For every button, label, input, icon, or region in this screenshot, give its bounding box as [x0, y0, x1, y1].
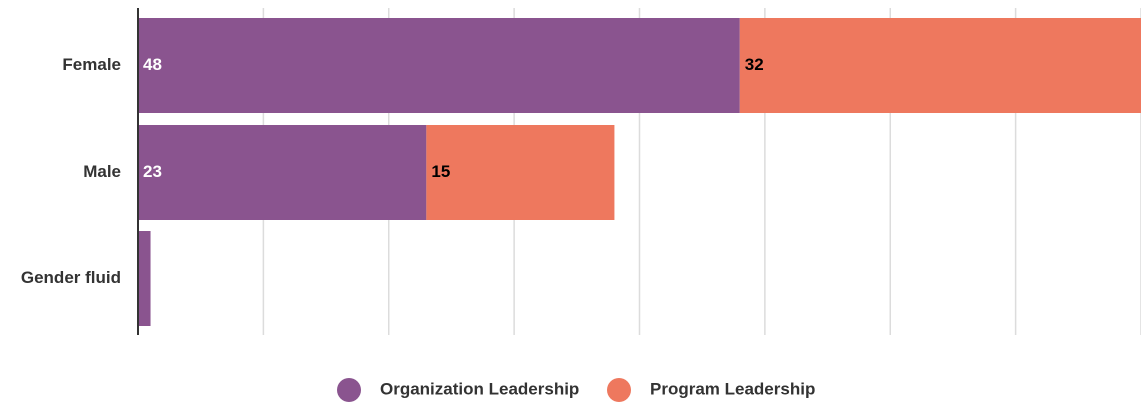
legend-label: Program Leadership — [650, 379, 815, 398]
bar-segment — [138, 125, 427, 220]
data-label: 15 — [431, 162, 450, 181]
bar-segment — [739, 18, 1141, 113]
bar-segment — [138, 18, 740, 113]
y-tick-label: Female — [62, 55, 121, 74]
legend-swatch — [607, 378, 631, 402]
legend-label: Organization Leadership — [380, 379, 579, 398]
bar-segment — [138, 231, 151, 326]
data-label: 23 — [143, 162, 162, 181]
data-label: 32 — [745, 55, 764, 74]
y-tick-label: Male — [83, 162, 121, 181]
y-tick-label: Gender fluid — [21, 268, 121, 287]
data-label: 48 — [143, 55, 162, 74]
legend-swatch — [337, 378, 361, 402]
bar-segment — [426, 125, 615, 220]
